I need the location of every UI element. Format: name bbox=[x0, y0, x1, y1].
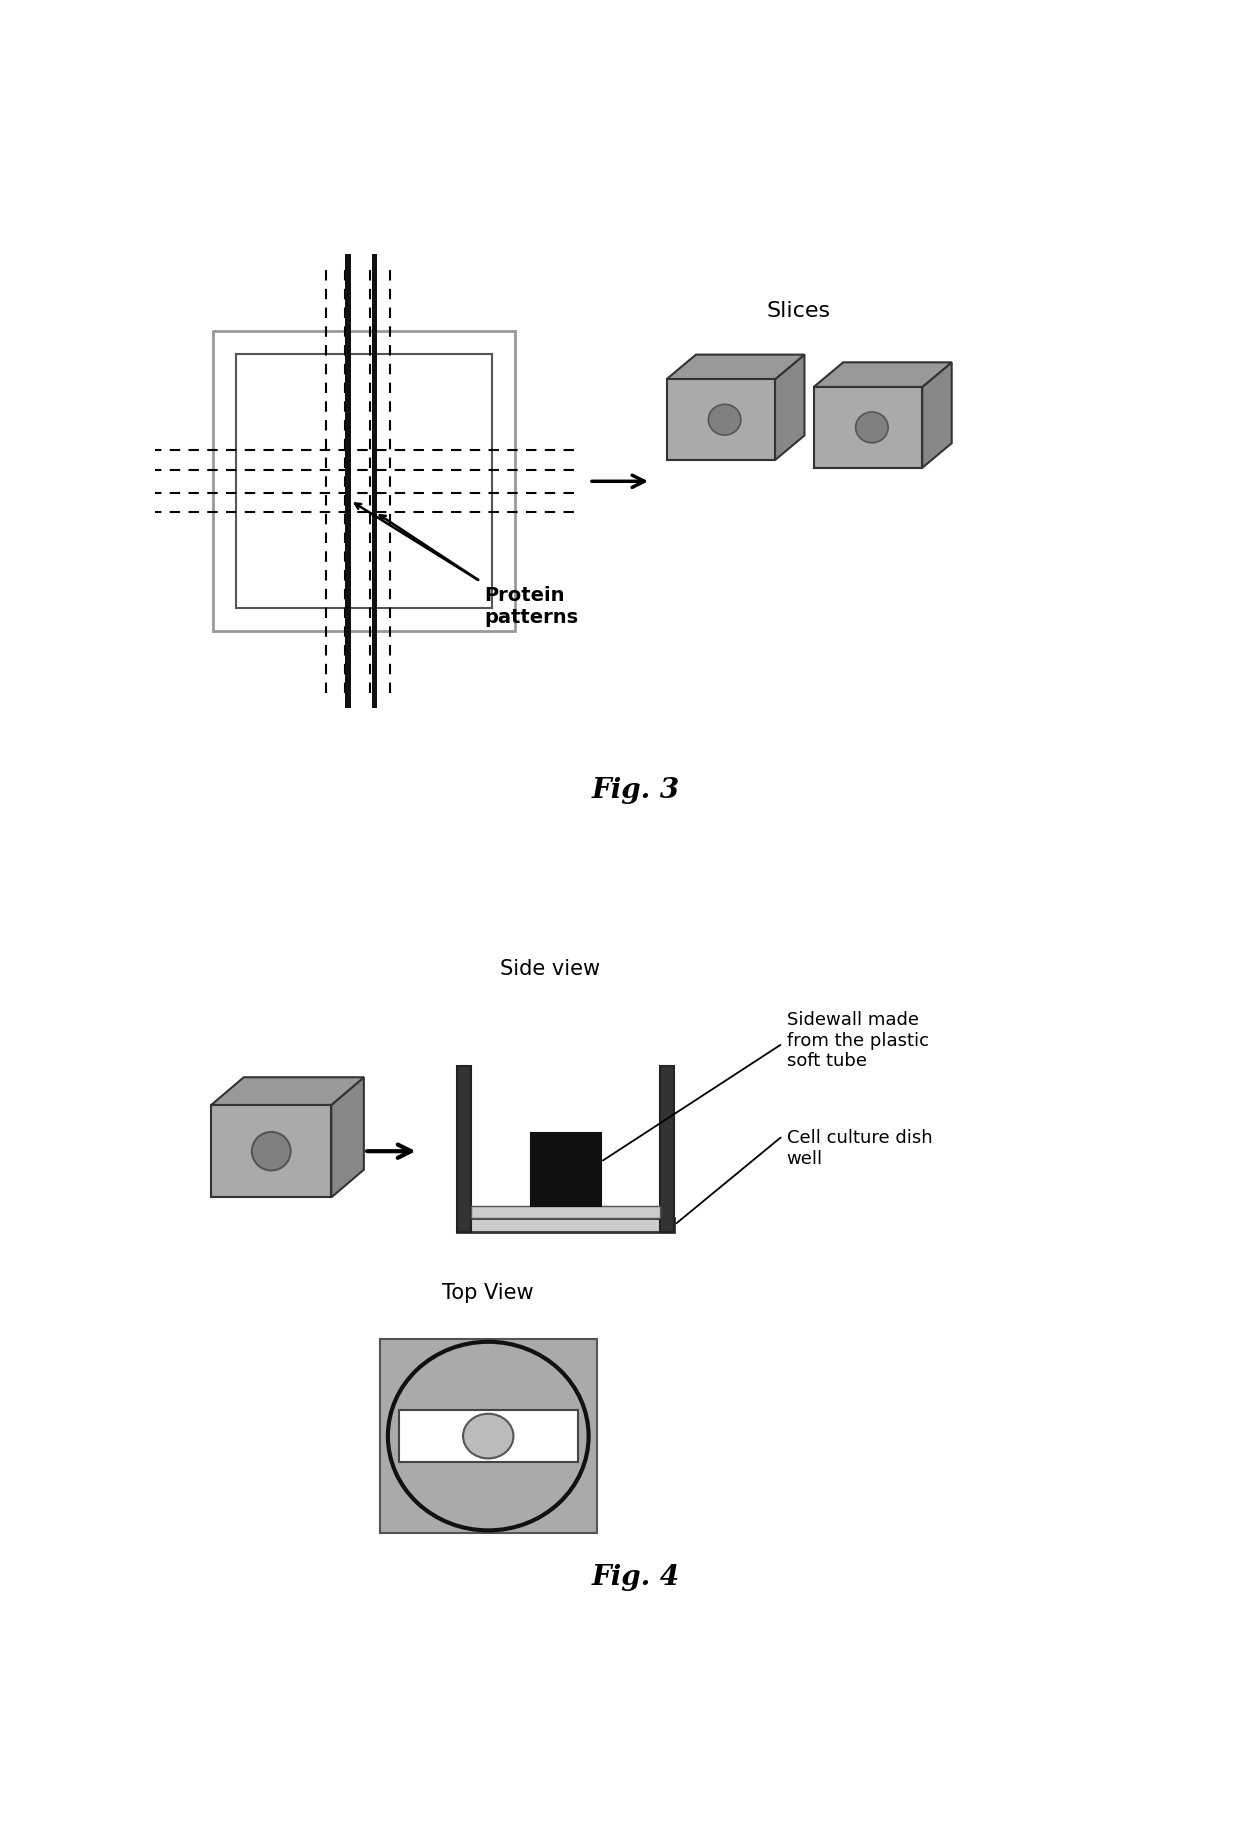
Text: Cell culture dish
well: Cell culture dish well bbox=[786, 1129, 932, 1168]
Text: Top View: Top View bbox=[443, 1283, 534, 1303]
Ellipse shape bbox=[463, 1415, 513, 1459]
Ellipse shape bbox=[856, 414, 888, 443]
Bar bbox=[458, 1067, 471, 1232]
Polygon shape bbox=[775, 355, 805, 461]
Bar bbox=[379, 1340, 596, 1534]
Polygon shape bbox=[211, 1105, 331, 1199]
Polygon shape bbox=[211, 1078, 363, 1105]
Bar bbox=[213, 331, 516, 631]
Bar bbox=[345, 254, 351, 708]
Polygon shape bbox=[667, 381, 775, 461]
Text: Side view: Side view bbox=[500, 959, 600, 979]
Text: Fig. 3: Fig. 3 bbox=[591, 776, 680, 803]
Ellipse shape bbox=[252, 1133, 290, 1171]
Bar bbox=[660, 1067, 675, 1232]
Polygon shape bbox=[923, 362, 952, 468]
Text: Sidewall made
from the plastic
soft tube: Sidewall made from the plastic soft tube bbox=[786, 1010, 929, 1071]
Bar bbox=[471, 1206, 660, 1219]
Text: Slices: Slices bbox=[766, 300, 831, 320]
Bar bbox=[399, 1411, 578, 1462]
Bar bbox=[372, 254, 377, 708]
Text: Protein
patterns: Protein patterns bbox=[485, 586, 579, 628]
Polygon shape bbox=[331, 1078, 363, 1199]
Ellipse shape bbox=[708, 404, 742, 436]
Bar bbox=[458, 1219, 675, 1232]
Bar bbox=[531, 1133, 600, 1206]
Text: Fig. 4: Fig. 4 bbox=[591, 1563, 680, 1590]
Polygon shape bbox=[813, 362, 952, 388]
Bar bbox=[237, 355, 492, 609]
Polygon shape bbox=[667, 355, 805, 381]
Polygon shape bbox=[813, 388, 923, 468]
